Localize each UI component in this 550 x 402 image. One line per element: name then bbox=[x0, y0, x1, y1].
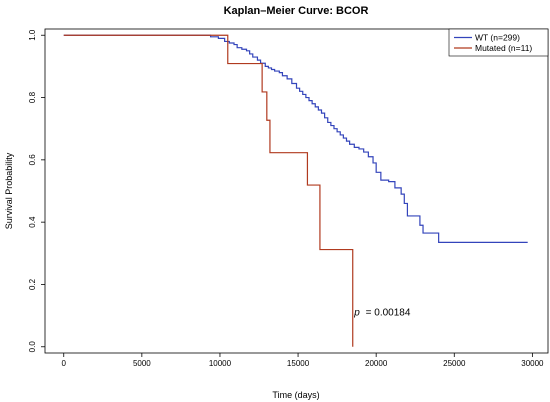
y-tick-label: 0.8 bbox=[28, 91, 37, 103]
p-value-symbol: p bbox=[353, 308, 360, 319]
x-tick-label: 10000 bbox=[209, 359, 232, 368]
y-tick-label: 0.2 bbox=[28, 278, 37, 290]
y-tick-label: 1.0 bbox=[28, 29, 37, 41]
legend-label-mutated: Mutated (n=11) bbox=[475, 43, 532, 53]
series-layer bbox=[63, 34, 528, 347]
x-tick-label: 30000 bbox=[521, 359, 544, 368]
y-tick-label: 0.6 bbox=[28, 154, 37, 166]
legend: WT (n=299) Mutated (n=11) bbox=[448, 28, 549, 57]
x-tick-label: 15000 bbox=[287, 359, 310, 368]
plot-frame bbox=[44, 28, 549, 354]
p-value-number: = 0.00184 bbox=[366, 308, 411, 319]
mutated-survival-curve bbox=[63, 34, 354, 347]
chart-title: Kaplan–Meier Curve: BCOR bbox=[224, 5, 369, 17]
y-axis-label: Survival Probability bbox=[4, 152, 14, 229]
x-tick-label: 20000 bbox=[365, 359, 388, 368]
y-tick-label: 0.0 bbox=[28, 341, 37, 353]
wt-survival-curve bbox=[63, 34, 528, 243]
legend-box bbox=[448, 28, 549, 57]
p-value-text: p = 0.00184 bbox=[353, 308, 411, 319]
x-axis-label: Time (days) bbox=[272, 390, 319, 400]
x-tick-label: 5000 bbox=[133, 359, 151, 368]
p-value-annotation: p = 0.00184 bbox=[353, 308, 411, 319]
x-axis: 0 5000 10000 15000 20000 25000 30000 bbox=[62, 353, 544, 368]
y-tick-label: 0.4 bbox=[28, 216, 37, 228]
y-axis: 0.0 0.2 0.4 0.6 0.8 1.0 bbox=[28, 29, 45, 352]
x-tick-label: 25000 bbox=[443, 359, 466, 368]
legend-label-wt: WT (n=299) bbox=[475, 33, 520, 43]
x-tick-label: 0 bbox=[62, 359, 67, 368]
